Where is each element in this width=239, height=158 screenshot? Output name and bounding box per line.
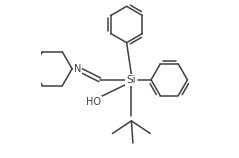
- Text: N: N: [74, 64, 81, 74]
- Text: HO: HO: [86, 97, 101, 107]
- Text: Si: Si: [126, 75, 136, 85]
